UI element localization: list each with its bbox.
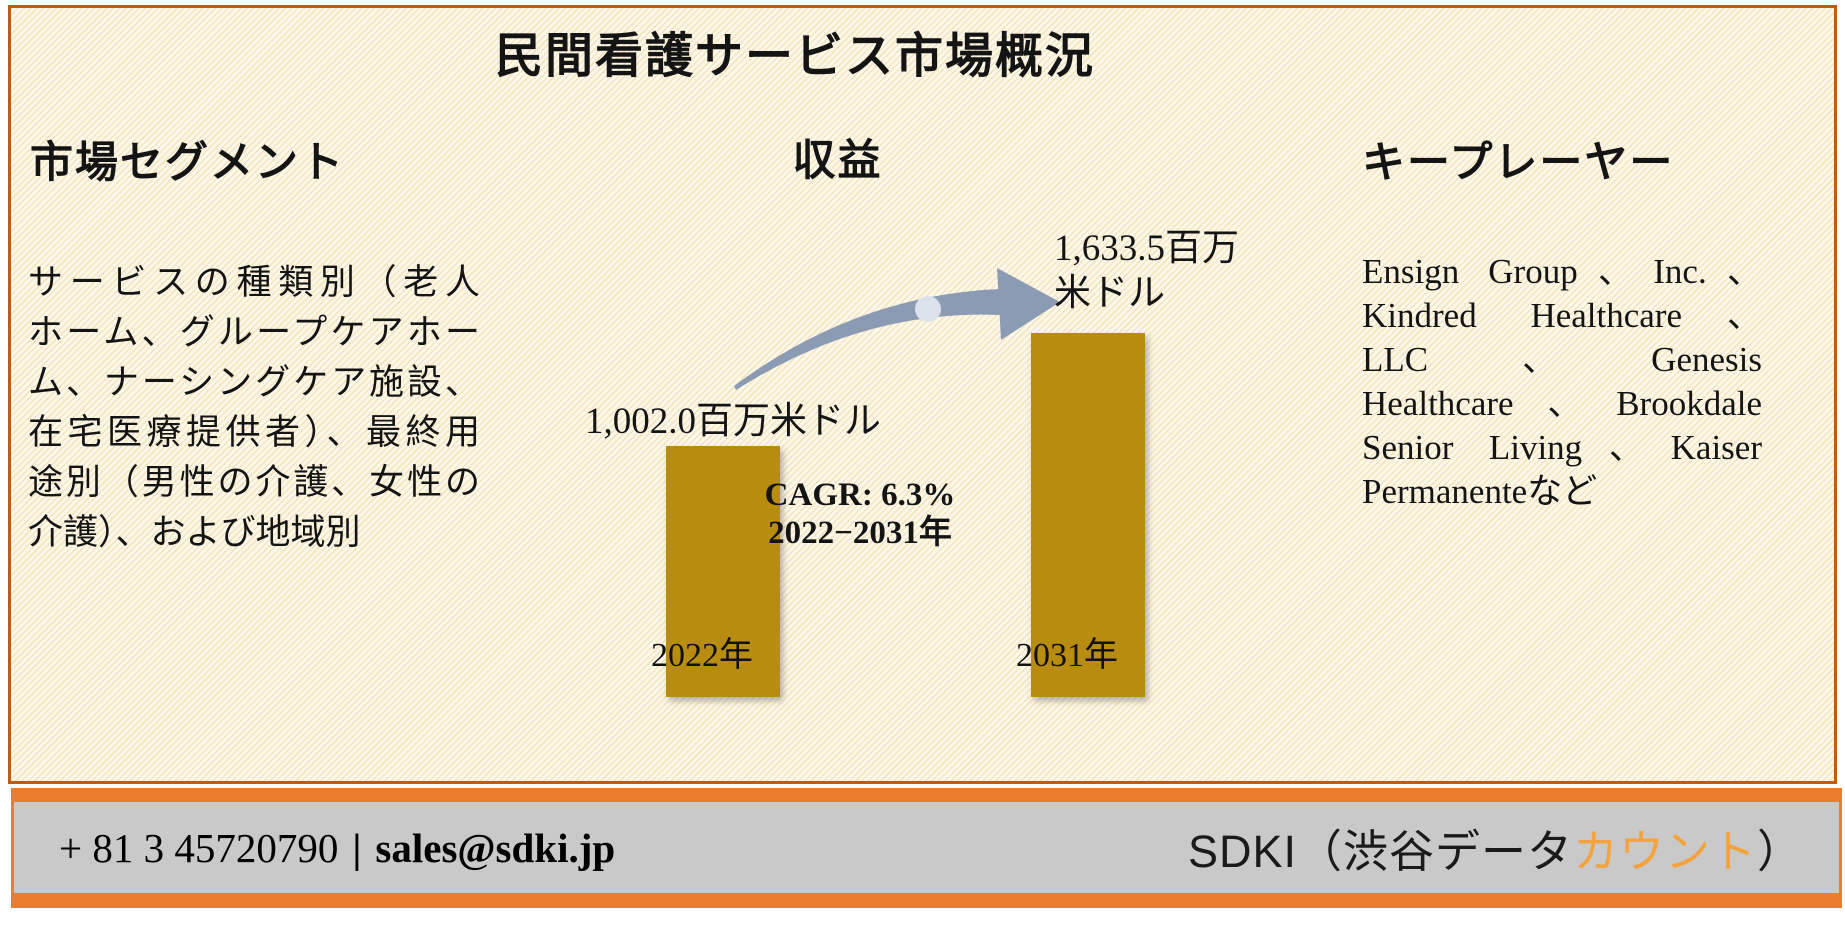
main-panel bbox=[8, 5, 1837, 784]
sdki-logo: SDKI（渋谷データカウント） bbox=[1188, 815, 1803, 880]
text-line: サービスの種類別（老人 bbox=[28, 263, 480, 302]
cagr-value: CAGR: 6.3% bbox=[764, 477, 956, 513]
brand-suffix: ） bbox=[1756, 826, 1803, 877]
separator: | bbox=[352, 824, 362, 871]
text-line: 途別（男性の介護、女性の bbox=[28, 463, 480, 502]
text-line: Healthcare、Brookdale bbox=[1362, 384, 1762, 423]
bar-2022-year-label: 2022年 bbox=[651, 637, 753, 674]
segments-heading: 市場セグメント bbox=[30, 140, 345, 187]
phone-number: + 81 3 45720790 bbox=[59, 824, 339, 871]
key-players-heading: キープレーヤー bbox=[1362, 140, 1675, 187]
growth-arrow-icon bbox=[734, 268, 1060, 390]
brand-highlight: カウント bbox=[1572, 826, 1757, 877]
revenue-heading: 収益 bbox=[792, 138, 883, 185]
text-line: Senior Living、Kaiser bbox=[1362, 428, 1762, 467]
text-line: 在宅医療提供者）、最終用 bbox=[28, 413, 480, 452]
arrow-dot-icon bbox=[915, 296, 941, 322]
bar-2022-value-label: 1,002.0百万米ドル bbox=[585, 401, 881, 442]
contact-info: + 81 3 45720790 | sales@sdki.jp bbox=[59, 824, 615, 872]
footer-bar: + 81 3 45720790 | sales@sdki.jp SDKI（渋谷データ… bbox=[11, 788, 1842, 908]
bar-2031-value-label: 1,633.5百万米ドル bbox=[1054, 228, 1239, 314]
email-address: sales@sdki.jp bbox=[375, 824, 616, 871]
text-line: 介護）、および地域別 bbox=[28, 513, 361, 552]
key-players-text: Ensign Group、Inc.、 Kindred Healthcare、 L… bbox=[1362, 250, 1762, 514]
text-line: ム、ナーシングケア施設、 bbox=[28, 363, 480, 402]
cagr-annotation: CAGR: 6.3% 2022−2031年 bbox=[730, 476, 990, 552]
cagr-period: 2022−2031年 bbox=[768, 515, 952, 551]
text-line: LLC、Genesis bbox=[1362, 340, 1762, 379]
page-title: 民間看護サービス市場概況 bbox=[494, 30, 1095, 83]
text-line: Permanenteなど bbox=[1362, 472, 1598, 511]
bar-2022: 2022年 bbox=[651, 446, 780, 697]
segments-text: サービスの種類別（老人 ホーム、グループケアホー ム、ナーシングケア施設、 在宅… bbox=[28, 258, 480, 558]
bar-2031-year-label: 2031年 bbox=[1016, 637, 1118, 674]
text-line: Kindred Healthcare、 bbox=[1362, 296, 1762, 335]
text-line: Ensign Group、Inc.、 bbox=[1362, 252, 1762, 291]
brand-prefix: SDKI（渋谷データ bbox=[1187, 826, 1573, 877]
text-line: ホーム、グループケアホー bbox=[28, 313, 480, 352]
bar-2031: 2031年 bbox=[1016, 333, 1145, 697]
